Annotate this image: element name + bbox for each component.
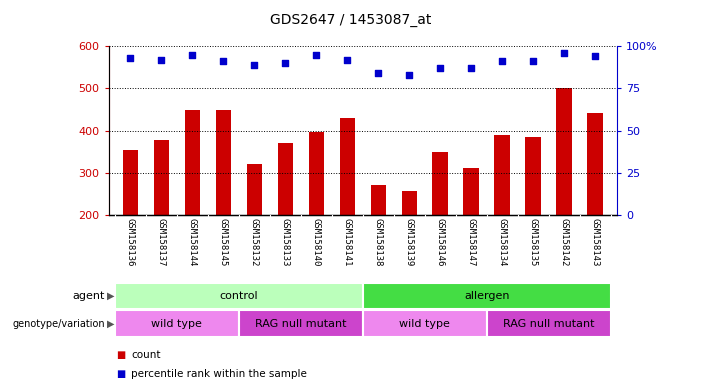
Text: count: count: [131, 350, 161, 360]
Point: [249, 61, 260, 68]
Bar: [154, 140, 169, 215]
Bar: [433, 152, 448, 215]
Point: [186, 51, 198, 58]
Text: GSM158146: GSM158146: [436, 218, 444, 267]
Text: RAG null mutant: RAG null mutant: [503, 319, 594, 329]
Point: [156, 56, 167, 63]
Point: [465, 65, 477, 71]
Text: GSM158144: GSM158144: [188, 218, 197, 267]
Bar: [184, 110, 200, 215]
Text: wild type: wild type: [400, 319, 450, 329]
Point: [218, 58, 229, 65]
Text: ▶: ▶: [107, 291, 114, 301]
Text: GSM158135: GSM158135: [529, 218, 538, 267]
Text: GSM158137: GSM158137: [157, 218, 166, 267]
Bar: [371, 185, 386, 215]
Bar: [216, 110, 231, 215]
Bar: [587, 113, 603, 215]
Bar: [278, 143, 293, 215]
Text: ■: ■: [116, 369, 125, 379]
Text: GSM158132: GSM158132: [250, 218, 259, 267]
Point: [528, 58, 539, 65]
Bar: [363, 283, 611, 310]
Text: GSM158147: GSM158147: [467, 218, 476, 267]
Point: [559, 50, 570, 56]
Bar: [308, 132, 324, 215]
Bar: [115, 310, 239, 337]
Text: GSM158134: GSM158134: [498, 218, 507, 267]
Bar: [339, 118, 355, 215]
Bar: [557, 88, 572, 215]
Bar: [526, 137, 541, 215]
Text: control: control: [219, 291, 258, 301]
Point: [590, 53, 601, 59]
Bar: [123, 149, 138, 215]
Bar: [363, 310, 486, 337]
Bar: [486, 310, 611, 337]
Text: GSM158136: GSM158136: [126, 218, 135, 267]
Bar: [247, 164, 262, 215]
Point: [373, 70, 384, 76]
Text: GDS2647 / 1453087_at: GDS2647 / 1453087_at: [270, 13, 431, 27]
Point: [280, 60, 291, 66]
Point: [341, 56, 353, 63]
Point: [496, 58, 508, 65]
Bar: [402, 190, 417, 215]
Text: GSM158143: GSM158143: [591, 218, 599, 267]
Text: wild type: wild type: [151, 319, 203, 329]
Point: [435, 65, 446, 71]
Bar: [494, 135, 510, 215]
Text: GSM158141: GSM158141: [343, 218, 352, 267]
Text: GSM158142: GSM158142: [559, 218, 569, 267]
Text: agent: agent: [73, 291, 105, 301]
Text: percentile rank within the sample: percentile rank within the sample: [131, 369, 307, 379]
Point: [404, 72, 415, 78]
Text: GSM158139: GSM158139: [404, 218, 414, 267]
Text: GSM158133: GSM158133: [281, 218, 290, 267]
Text: ▶: ▶: [107, 319, 114, 329]
Bar: [115, 283, 363, 310]
Text: GSM158138: GSM158138: [374, 218, 383, 267]
Text: ■: ■: [116, 350, 125, 360]
Text: GSM158140: GSM158140: [312, 218, 321, 267]
Text: GSM158145: GSM158145: [219, 218, 228, 267]
Point: [125, 55, 136, 61]
Point: [311, 51, 322, 58]
Bar: [463, 168, 479, 215]
Text: RAG null mutant: RAG null mutant: [255, 319, 346, 329]
Bar: [239, 310, 363, 337]
Text: genotype/variation: genotype/variation: [13, 319, 105, 329]
Text: allergen: allergen: [464, 291, 510, 301]
